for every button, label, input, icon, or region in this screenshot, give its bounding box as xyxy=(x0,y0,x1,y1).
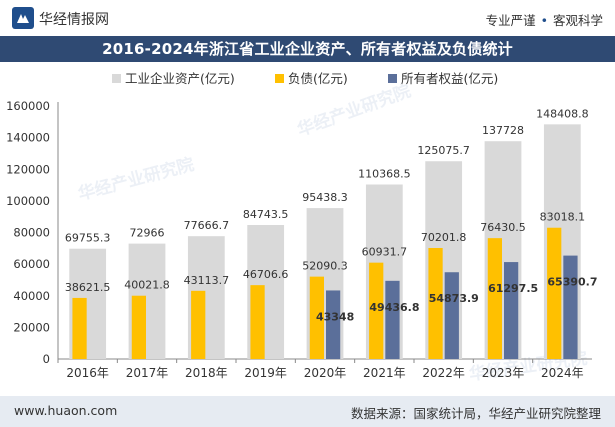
data-label-equity: 65390.7 xyxy=(547,276,597,289)
y-tick-label: 40000 xyxy=(13,289,50,303)
data-label-assets: 148408.8 xyxy=(536,107,589,120)
tagline-dot-icon: • xyxy=(540,13,548,28)
data-label-liabilities: 70201.8 xyxy=(421,231,467,244)
data-label-assets: 69755.3 xyxy=(65,232,111,245)
legend-swatch-assets xyxy=(112,74,121,83)
x-tick-label: 2024年 xyxy=(541,366,584,380)
x-tick-label: 2018年 xyxy=(185,366,228,380)
bar-liabilities xyxy=(250,285,265,359)
footer-website: www.huaon.com xyxy=(14,403,118,418)
bar-liabilities xyxy=(487,238,502,359)
huajing-logo-icon xyxy=(12,7,34,29)
x-tick-label: 2021年 xyxy=(363,366,406,380)
bar-equity xyxy=(563,255,578,359)
data-label-liabilities: 43113.7 xyxy=(184,274,230,287)
y-tick-label: 80000 xyxy=(13,226,50,240)
legend-label-assets: 工业企业资产(亿元) xyxy=(125,71,235,86)
y-tick-label: 60000 xyxy=(13,257,50,271)
data-label-liabilities: 52090.3 xyxy=(302,260,348,273)
tagline-left: 专业严谨 xyxy=(485,13,536,28)
data-label-equity: 54873.9 xyxy=(429,292,479,305)
data-label-liabilities: 40021.8 xyxy=(124,279,170,292)
x-tick-label: 2017年 xyxy=(126,366,169,380)
bar-equity xyxy=(444,272,459,359)
bar-liabilities xyxy=(369,262,384,359)
y-tick-label: 100000 xyxy=(6,194,50,208)
data-label-assets: 110368.5 xyxy=(358,167,411,180)
bar-equity xyxy=(504,262,519,359)
tagline-right: 客观科学 xyxy=(552,13,603,28)
x-tick-label: 2023年 xyxy=(482,366,525,380)
data-label-assets: 95438.3 xyxy=(302,191,348,204)
data-label-assets: 125075.7 xyxy=(417,144,470,157)
data-label-liabilities: 60931.7 xyxy=(362,246,408,259)
data-label-assets: 137728 xyxy=(482,124,524,137)
data-label-equity: 49436.8 xyxy=(369,301,419,314)
watermark-text: 华经产业研究院 xyxy=(76,154,196,205)
data-label-equity: 43348 xyxy=(316,310,354,323)
data-label-assets: 77666.7 xyxy=(184,219,230,232)
chart-title: 2016-2024年浙江省工业企业资产、所有者权益及负债统计 xyxy=(0,36,615,62)
bar-liabilities xyxy=(309,276,324,359)
data-label-liabilities: 38621.5 xyxy=(65,281,111,294)
data-label-assets: 84743.5 xyxy=(243,208,289,221)
bar-equity xyxy=(326,290,341,359)
y-tick-label: 120000 xyxy=(6,162,50,176)
bar-liabilities xyxy=(131,295,146,359)
y-tick-label: 20000 xyxy=(13,320,50,334)
x-tick-label: 2016年 xyxy=(66,366,109,380)
watermark-text: 华经产业研究院 xyxy=(295,80,414,140)
legend-label-liabilities: 负债(亿元) xyxy=(288,71,348,86)
bar-liabilities xyxy=(547,227,562,359)
data-label-assets: 72966 xyxy=(130,227,165,240)
data-label-equity: 61297.5 xyxy=(488,282,538,295)
tagline: 专业严谨 • 客观科学 xyxy=(486,10,603,29)
bar-liabilities xyxy=(72,297,87,359)
top-bar: 华经情报网 专业严谨 • 客观科学 xyxy=(0,0,615,36)
x-tick-label: 2020年 xyxy=(304,366,347,380)
y-tick-label: 160000 xyxy=(6,99,50,113)
data-label-liabilities: 83018.1 xyxy=(540,211,586,224)
footer: www.huaon.com 数据来源：国家统计局，华经产业研究院整理 xyxy=(0,396,615,427)
x-tick-label: 2022年 xyxy=(422,366,465,380)
bar-equity xyxy=(385,280,400,359)
bar-liabilities xyxy=(428,247,443,359)
data-label-liabilities: 46706.6 xyxy=(243,268,289,281)
bar-liabilities xyxy=(191,290,206,359)
data-label-liabilities: 76430.5 xyxy=(480,221,526,234)
y-tick-label: 0 xyxy=(43,352,50,366)
footer-source: 数据来源：国家统计局，华经产业研究院整理 xyxy=(350,406,601,421)
y-tick-label: 140000 xyxy=(6,131,50,145)
x-tick-label: 2019年 xyxy=(244,366,287,380)
legend-swatch-equity xyxy=(388,74,397,83)
legend-swatch-liabilities xyxy=(275,74,284,83)
legend-label-equity: 所有者权益(亿元) xyxy=(401,71,498,86)
brand-name: 华经情报网 xyxy=(39,12,109,28)
